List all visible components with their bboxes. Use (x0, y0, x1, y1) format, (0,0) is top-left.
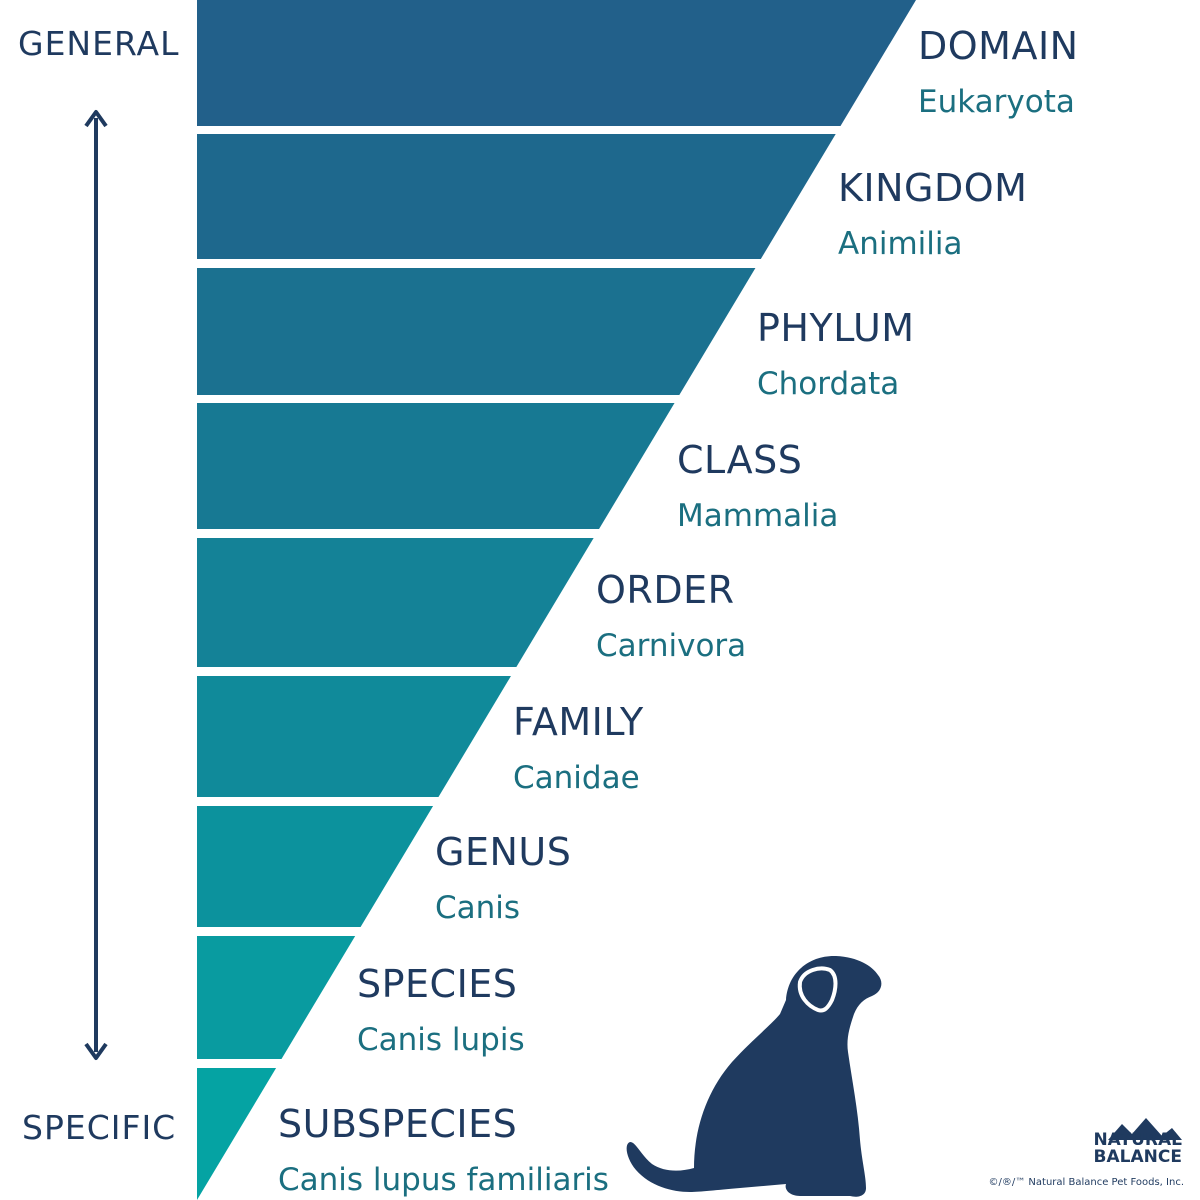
band-species (197, 936, 356, 1059)
rank-family: FAMILY (513, 700, 644, 744)
copyright-notice: ©/®/™ Natural Balance Pet Foods, Inc. (988, 1177, 1184, 1188)
band-domain (197, 0, 916, 126)
taxon-domain: Eukaryota (918, 84, 1075, 120)
taxon-species: Canis lupis (357, 1022, 525, 1058)
rank-species: SPECIES (357, 962, 518, 1006)
rank-order: ORDER (596, 568, 735, 612)
brand-logo-mark (1108, 1118, 1182, 1140)
dog-silhouette-icon (626, 955, 882, 1197)
general-specific-arrow (84, 110, 108, 1060)
rank-genus: GENUS (435, 830, 572, 874)
band-subspecies (197, 1068, 277, 1200)
band-family (197, 676, 511, 797)
specific-label: SPECIFIC (22, 1108, 177, 1147)
rank-kingdom: KINGDOM (838, 166, 1028, 210)
taxon-subspecies: Canis lupus familiaris (278, 1162, 609, 1198)
taxon-kingdom: Animilia (838, 226, 963, 262)
brand-name-line2: BALANCE (1093, 1147, 1182, 1167)
taxon-family: Canidae (513, 760, 640, 796)
band-kingdom (197, 134, 836, 259)
taxon-class: Mammalia (677, 498, 839, 534)
taxon-genus: Canis (435, 890, 521, 926)
rank-subspecies: SUBSPECIES (278, 1102, 518, 1146)
brand-name: NATURAL BALANCE (1093, 1132, 1182, 1166)
band-order (197, 538, 594, 667)
taxon-order: Carnivora (596, 628, 747, 664)
taxon-phylum: Chordata (757, 366, 900, 402)
band-class (197, 403, 675, 529)
band-genus (197, 806, 434, 927)
rank-class: CLASS (677, 438, 803, 482)
rank-phylum: PHYLUM (757, 306, 915, 350)
brand-name-line1: NATURAL (1093, 1130, 1182, 1150)
taxonomy-bands (197, 0, 916, 1200)
band-phylum (197, 268, 756, 395)
general-label: GENERAL (18, 24, 180, 63)
rank-domain: DOMAIN (918, 24, 1079, 68)
